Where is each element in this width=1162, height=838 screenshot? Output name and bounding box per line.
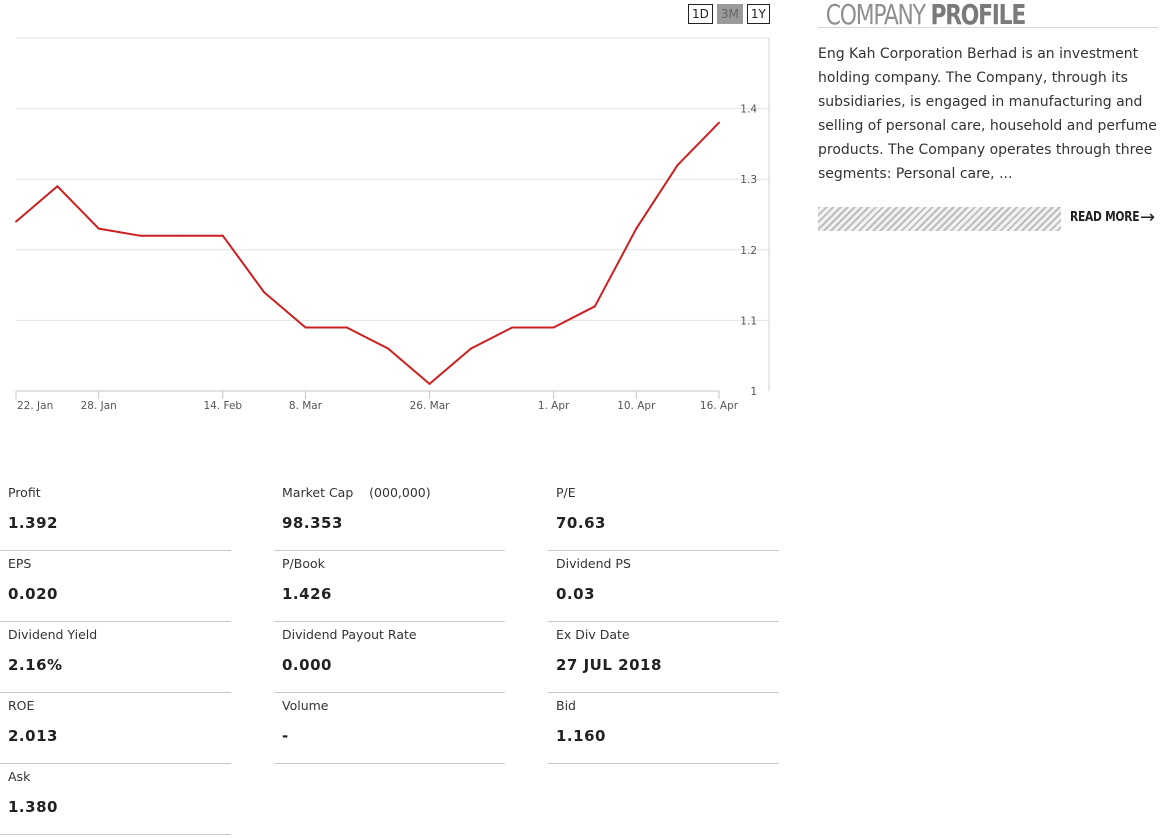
stat-dividend-ps: Dividend PS 0.03 [548,551,779,622]
axes [16,38,770,392]
x-tick-label: 22. Jan [17,400,53,412]
read-more-row: READ MORE → [818,207,1158,231]
price-point [15,220,17,223]
x-tick-label: 26. Mar [410,400,451,412]
stat-label: ROE [8,698,35,713]
stat-label: Bid [556,698,576,713]
profile-heading-bold: PROFILE [930,0,1026,31]
price-point [593,305,596,308]
stat-value: - [282,727,289,745]
price-point [56,185,59,188]
profile-description: Eng Kah Corporation Berhad is an investm… [818,46,1157,182]
profile-heading: COMPANY PROFILE [818,0,1083,30]
stat-label: Ask [8,769,31,784]
stat-roe: ROE 2.013 [0,693,231,764]
profile-divider [818,27,1158,28]
x-tick-label: 28. Jan [81,400,117,412]
stat-label: Ex Div Date [556,627,630,642]
price-point [180,234,183,237]
profile-heading-light: COMPANY [825,0,926,31]
stat-eps: EPS 0.020 [0,551,231,622]
price-point [469,347,472,350]
y-tick-label: 1.4 [740,104,757,116]
range-selector: 1D 3M 1Y [688,4,770,24]
range-1d-button[interactable]: 1D [688,4,713,24]
price-point [139,234,142,237]
stat-value: 70.63 [556,514,606,532]
price-point [97,227,100,230]
stat-dividend-payout-rate: Dividend Payout Rate 0.000 [274,622,505,693]
stat-label: Dividend Yield [8,627,98,642]
stat-volume: Volume - [274,693,505,764]
y-tick-label: 1 [750,386,757,398]
stat-value: 27 JUL 2018 [556,656,662,674]
stat-label: Profit [8,485,41,500]
range-3m-button[interactable]: 3M [716,4,743,24]
stat-value: 0.000 [282,656,332,674]
arrow-right-icon[interactable]: → [1140,207,1156,228]
price-point [552,326,555,329]
stat-value: 0.020 [8,585,58,603]
stat-value: 2.16% [8,656,63,674]
x-tick-label: 1. Apr [538,400,570,412]
price-series-line [15,122,720,385]
stat-ask: Ask 1.380 [0,764,231,835]
stat-value: 1.160 [556,727,606,745]
stat-label: Dividend Payout Rate [282,627,417,642]
stat-value: 1.392 [8,514,58,532]
stat-value: 98.353 [282,514,343,532]
x-tick-label: 16. Apr [700,400,739,412]
price-point [221,234,224,237]
stat-market-cap: Market Cap (000,000) 98.353 [274,480,505,551]
x-axis-ticks: 22. Jan 28. Jan 14. Feb 8. Mar 26. Mar 1. Apr… [15,391,739,412]
price-point [304,326,307,329]
price-point [345,326,348,329]
y-tick-label: 1.3 [740,174,757,186]
hatch-decoration [818,207,1061,231]
x-tick-label: 8. Mar [289,400,323,412]
stat-value: 0.03 [556,585,596,603]
stat-dividend-yield: Dividend Yield 2.16% [0,622,231,693]
stat-label: EPS [8,556,32,571]
stat-label: Volume [282,698,329,713]
grid-lines [16,37,769,321]
stat-label: P/E [556,485,576,500]
stat-bid: Bid 1.160 [548,693,779,764]
price-chart: 1 1.1 1.2 1.3 1.4 22. Jan 28. Jan 14. Feb 8. Ma… [15,37,770,412]
company-profile-panel: COMPANY PROFILE Eng Kah Corporation Berh… [818,0,1158,231]
series-layer [15,121,720,385]
stat-profit: Profit 1.392 [0,480,231,551]
x-tick-label: 10. Apr [617,400,656,412]
range-1y-button[interactable]: 1Y [746,4,770,24]
y-axis-ticks: 1 1.1 1.2 1.3 1.4 [740,104,757,398]
stat-value: 1.426 [282,585,332,603]
price-point [718,121,720,124]
stat-label: Market Cap (000,000) [282,485,431,500]
stat-value: 2.013 [8,727,58,745]
y-tick-label: 1.1 [740,315,757,327]
price-point [676,164,679,167]
y-tick-label: 1.2 [740,245,757,257]
stat-label: P/Book [282,556,325,571]
price-point [263,291,266,294]
stat-label: Dividend PS [556,556,631,571]
price-point [635,227,638,230]
x-tick-label: 14. Feb [203,400,242,412]
read-more-link[interactable]: READ MORE [1070,210,1140,225]
stat-pe: P/E 70.63 [548,480,779,551]
stat-ex-div-date: Ex Div Date 27 JUL 2018 [548,622,779,693]
stat-p-book: P/Book 1.426 [274,551,505,622]
price-point [387,347,390,350]
price-point [511,326,514,329]
stat-value: 1.380 [8,798,58,816]
price-point [428,382,431,385]
